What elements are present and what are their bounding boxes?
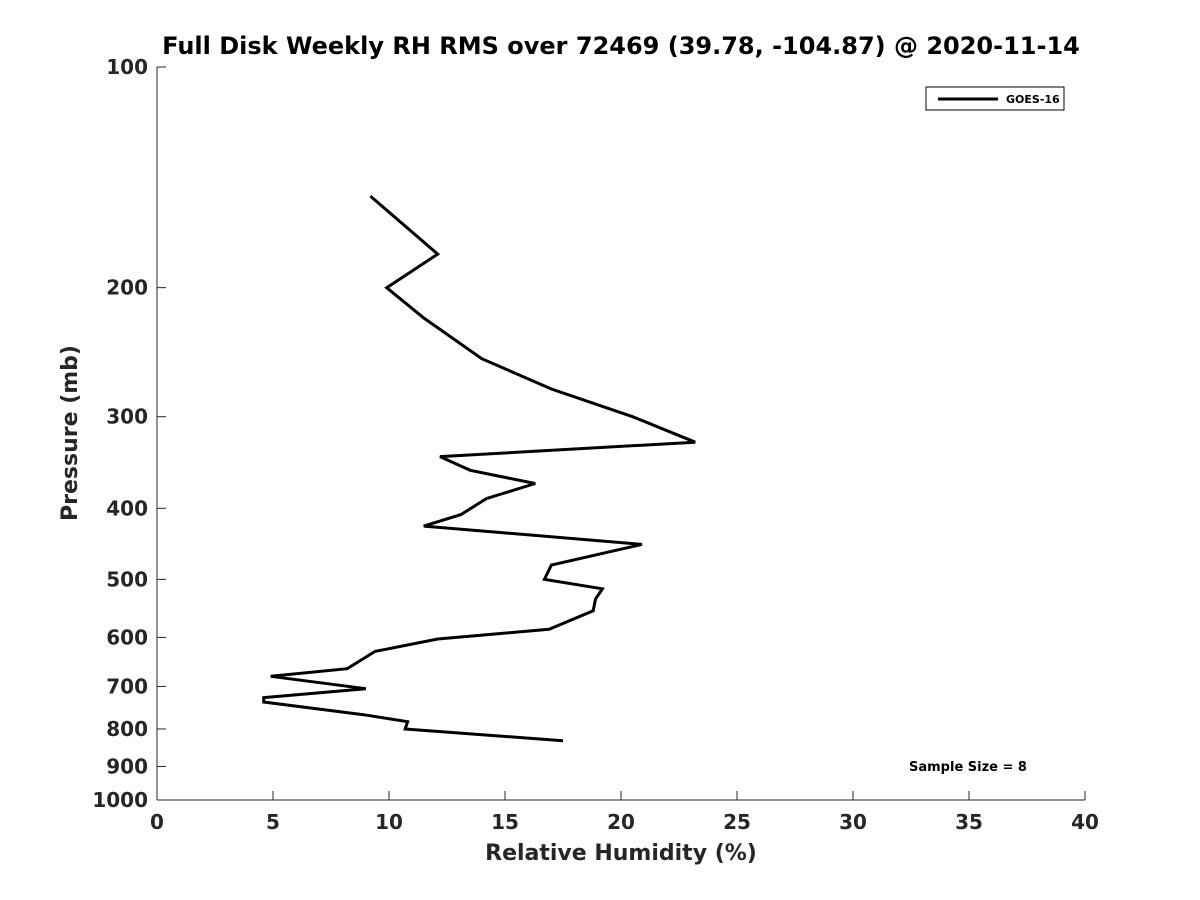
- y-tick-label: 400: [106, 496, 148, 520]
- x-ticks: 0 5 10 15 20 25 30 35 40: [150, 791, 1099, 834]
- x-tick-label: 0: [150, 810, 164, 834]
- x-tick-label: 40: [1071, 810, 1099, 834]
- legend-label-goes-16: GOES-16: [1006, 93, 1060, 106]
- y-tick-label: 1000: [92, 788, 148, 812]
- x-tick-label: 5: [266, 810, 280, 834]
- y-tick-label: 200: [106, 276, 148, 300]
- plot-area: [157, 67, 1085, 800]
- x-tick-label: 10: [375, 810, 403, 834]
- series-lines: [262, 194, 696, 743]
- x-tick-label: 20: [607, 810, 635, 834]
- y-tick-label: 300: [106, 405, 148, 429]
- y-tick-label: 600: [106, 625, 148, 649]
- x-tick-label: 15: [491, 810, 519, 834]
- y-tick-label: 500: [106, 567, 148, 591]
- legend: GOES-16: [925, 86, 1065, 111]
- y-tick-label: 900: [106, 754, 148, 778]
- y-tick-label: 800: [106, 717, 148, 741]
- y-tick-label: 700: [106, 674, 148, 698]
- y-ticks: 100 200 300 400 500 600 700 800 900 1000: [92, 55, 166, 812]
- y-tick-label: 100: [106, 55, 148, 79]
- chart-title: Full Disk Weekly RH RMS over 72469 (39.7…: [162, 32, 1080, 60]
- series-line-goes-16: [262, 194, 696, 743]
- x-tick-label: 35: [955, 810, 983, 834]
- sample-size-annotation: Sample Size = 8: [909, 760, 1027, 775]
- x-tick-label: 30: [839, 810, 867, 834]
- y-axis-label: Pressure (mb): [58, 345, 83, 521]
- x-tick-label: 25: [723, 810, 751, 834]
- x-axis-label: Relative Humidity (%): [485, 841, 757, 866]
